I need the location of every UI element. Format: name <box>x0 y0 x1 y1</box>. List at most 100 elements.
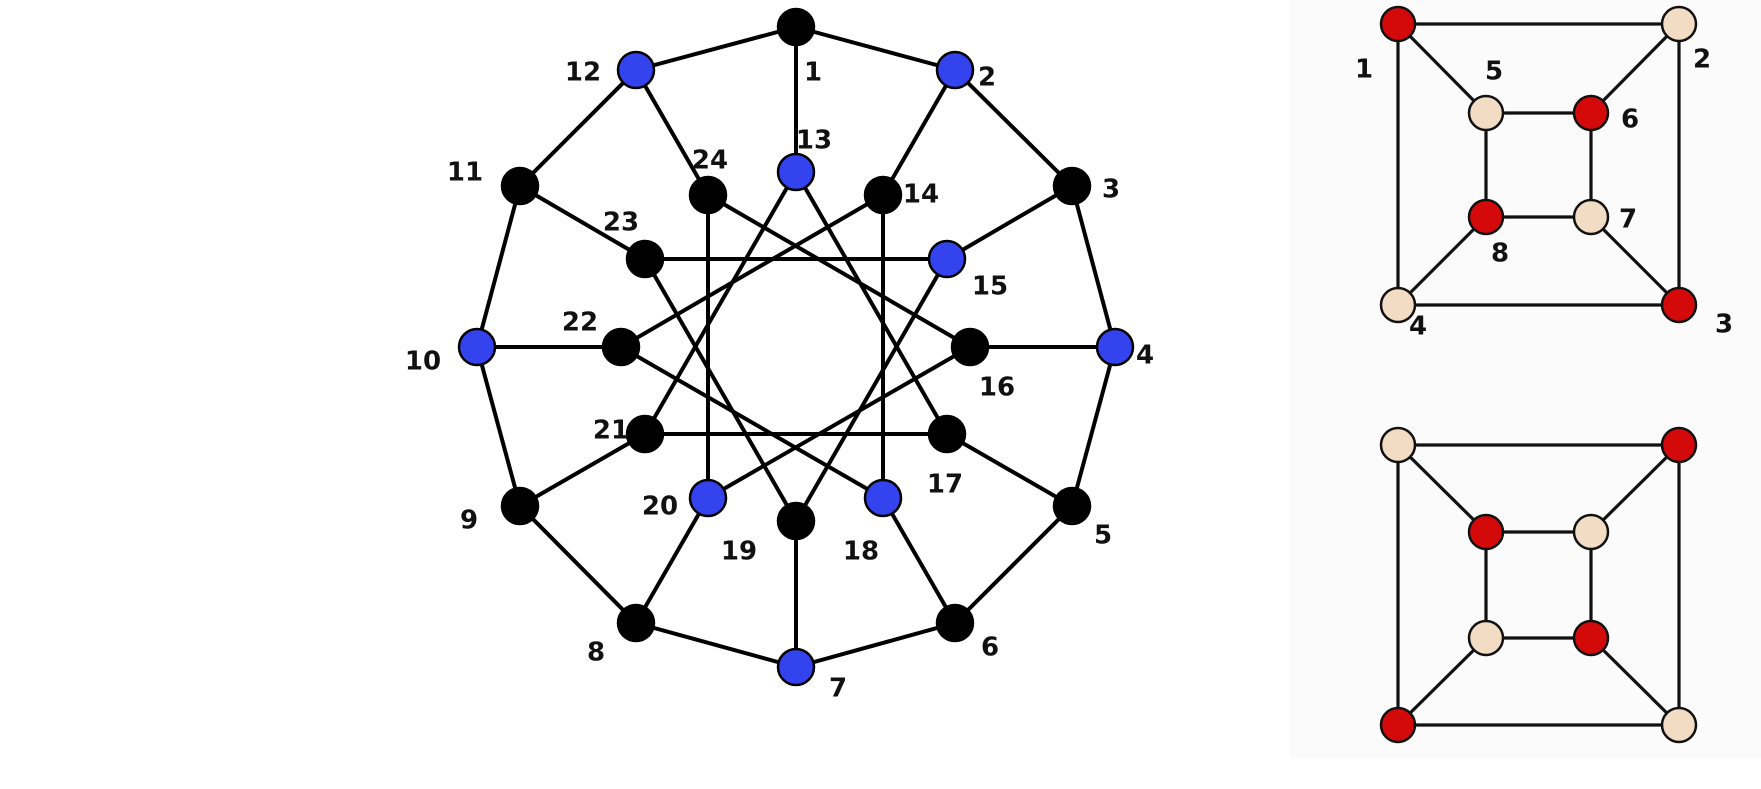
cube-b-node-1 <box>1379 5 1417 43</box>
cube-c-edge-4-8 <box>1396 636 1488 727</box>
graph-a-node-label-3: 3 <box>1102 175 1120 205</box>
graph-a-edge-10-11 <box>475 185 522 348</box>
graph-a-node-label-19: 19 <box>721 537 757 567</box>
graph-a-node-14 <box>863 175 903 215</box>
cube-c-node-2 <box>1660 426 1698 464</box>
graph-a-edge-5-6 <box>953 504 1074 625</box>
graph-a-node-label-6: 6 <box>981 633 999 663</box>
graph-a-edge-9-21 <box>519 432 646 508</box>
graph-a-edge-5-17 <box>946 432 1073 508</box>
graph-a-edge-8-9 <box>518 504 638 625</box>
right-panel-background <box>1290 0 1761 758</box>
cube-c-edge-1-5 <box>1396 443 1488 534</box>
graph-a-node-10 <box>457 327 497 367</box>
graph-a-node-24 <box>688 175 728 215</box>
graph-a-node-label-1: 1 <box>804 58 822 88</box>
cube-b-node-label-6: 6 <box>1621 105 1639 135</box>
graph-a-node-label-15: 15 <box>972 272 1008 302</box>
graph-a-node-label-20: 20 <box>642 492 678 522</box>
cube-c-node-7 <box>1572 619 1610 657</box>
graph-a-node-label-8: 8 <box>587 638 605 668</box>
cube-b-node-6 <box>1572 94 1610 132</box>
cube-b-node-4 <box>1379 286 1417 324</box>
cube-c-node-6 <box>1572 513 1610 551</box>
graph-a-node-11 <box>500 166 540 206</box>
graph-a-node-4 <box>1095 327 1135 367</box>
graph-a-node-23 <box>625 239 665 279</box>
graph-a-node-13 <box>776 152 816 192</box>
graph-a-node-6 <box>935 603 975 643</box>
graph-a-edge-7-8 <box>635 621 797 669</box>
graph-a-edge-1-2 <box>795 25 956 72</box>
graph-a-edge-3-15 <box>945 184 1074 261</box>
graph-a-edge-9-10 <box>475 346 522 507</box>
graph-a-node-label-17: 17 <box>927 470 963 500</box>
graph-a-edge-2-14 <box>881 69 957 196</box>
cube-b-edge-2-6 <box>1589 22 1681 115</box>
cube-graph-unlabeled <box>1379 426 1698 744</box>
cube-b-node-label-8: 8 <box>1491 239 1509 269</box>
cube-c-node-3 <box>1660 706 1698 744</box>
cube-c-node-1 <box>1379 426 1417 464</box>
graph-a-edge-16-24 <box>706 193 972 349</box>
graph-a-node-label-10: 10 <box>405 347 441 377</box>
cube-graph-labeled: 1 2 3 4 5 6 7 8 <box>1355 5 1733 342</box>
cube-c-node-8 <box>1467 619 1505 657</box>
graph-a-node-7 <box>776 647 816 687</box>
cube-b-edge-1-5 <box>1396 22 1488 115</box>
cube-b-node-label-7: 7 <box>1619 205 1637 235</box>
graph-a-node-17 <box>927 414 967 454</box>
graph-a-edge-4-5 <box>1070 346 1117 507</box>
cube-b-node-label-1: 1 <box>1355 55 1373 85</box>
graph-a-edge-6-18 <box>881 497 957 624</box>
graph-a-node-label-4: 4 <box>1136 341 1154 371</box>
cube-b-node-label-3: 3 <box>1715 310 1733 340</box>
graph-a-node-label-5: 5 <box>1094 521 1112 551</box>
graph-a-edge-11-12 <box>518 68 638 188</box>
graph-a-node-label-16: 16 <box>979 373 1015 403</box>
graph-a-edge-13-17 <box>794 171 949 435</box>
graph-a-node-label-2: 2 <box>978 63 996 93</box>
graph-a-edge-19-23 <box>643 258 798 522</box>
cube-b-node-label-4: 4 <box>1409 312 1427 342</box>
graph-a-node-1 <box>776 7 816 47</box>
graph-a-node-9 <box>500 486 540 526</box>
cube-c-edge-2-6 <box>1589 443 1681 534</box>
graph-a-node-12 <box>616 50 656 90</box>
cube-c-edge-3-7 <box>1589 636 1681 727</box>
graph-a-edge-12-24 <box>634 69 710 196</box>
graph-a-node-label-22: 22 <box>562 308 598 338</box>
cube-b-node-label-5: 5 <box>1485 57 1503 87</box>
cube-b-node-8 <box>1467 198 1505 236</box>
graph-a-edge-11-23 <box>518 184 647 261</box>
graph-a-edge-15-19 <box>794 258 949 522</box>
cube-b-node-label-2: 2 <box>1693 45 1711 75</box>
cube-b-edge-3-7 <box>1589 215 1681 307</box>
graph-a-edge-13-21 <box>643 171 798 435</box>
graph-a-node-label-18: 18 <box>843 537 879 567</box>
graph-a-node-2 <box>935 50 975 90</box>
graph-a-node-label-7: 7 <box>829 674 847 704</box>
cube-b-node-2 <box>1660 5 1698 43</box>
cube-b-node-5 <box>1467 94 1505 132</box>
graph-a-edge-6-7 <box>795 621 956 669</box>
cube-c-node-4 <box>1379 706 1417 744</box>
graph-a-node-label-24: 24 <box>692 146 728 176</box>
graph-a-edge-8-20 <box>634 497 710 624</box>
graph-a-edge-14-22 <box>619 193 885 349</box>
graph-a-edge-3-4 <box>1070 185 1117 348</box>
graph-a-node-label-9: 9 <box>460 506 478 536</box>
graph-a-node-20 <box>688 478 728 518</box>
graph-a-node-label-14: 14 <box>903 180 939 210</box>
graph-a-node-label-12: 12 <box>565 58 601 88</box>
graph-a-edge-2-3 <box>953 68 1074 188</box>
cube-b-node-3 <box>1660 286 1698 324</box>
graph-a-node-16 <box>950 327 990 367</box>
graph-a-node-label-23: 23 <box>603 208 639 238</box>
graph-a-node-21 <box>625 414 665 454</box>
cube-c-node-5 <box>1467 513 1505 551</box>
graph-a-edge-12-1 <box>635 25 797 72</box>
graph-a-node-label-11: 11 <box>447 158 483 188</box>
